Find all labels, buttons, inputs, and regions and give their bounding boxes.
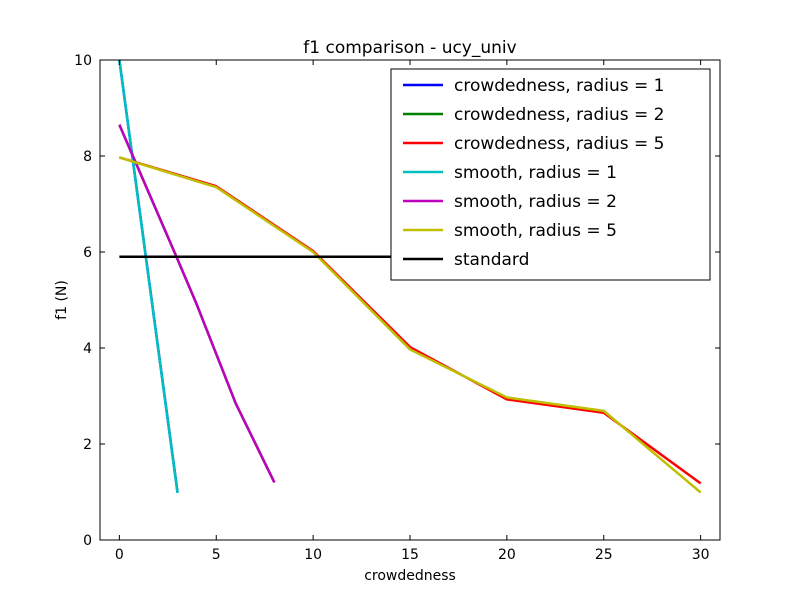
legend-label-3: crowdedness, radius = 5 bbox=[454, 134, 664, 154]
ticks-layer: 0 5 10 15 20 25 30 0 2 4 6 8 10 bbox=[74, 53, 720, 563]
legend-box bbox=[390, 68, 711, 281]
chart-title: f1 comparison - ucy_univ bbox=[303, 38, 516, 58]
x-tick-label: 15 bbox=[401, 547, 419, 563]
legend-label-4: smooth, radius = 1 bbox=[454, 163, 617, 183]
series-line-6 bbox=[119, 156, 702, 494]
legend: crowdedness, radius = 1 crowdedness, radi… bbox=[390, 68, 711, 281]
x-tick-label: 30 bbox=[692, 547, 710, 563]
y-tick-label: 6 bbox=[83, 245, 92, 261]
y-tick-label: 0 bbox=[83, 533, 92, 549]
x-axis-label: crowdedness bbox=[364, 568, 456, 584]
series-line-5 bbox=[118, 124, 276, 483]
legend-label-2: crowdedness, radius = 2 bbox=[454, 105, 664, 125]
y-tick-label: 2 bbox=[83, 437, 92, 453]
x-tick-label: 5 bbox=[212, 547, 221, 563]
legend-label-1: crowdedness, radius = 1 bbox=[454, 76, 664, 96]
y-tick-label: 10 bbox=[74, 53, 92, 69]
x-tick-label: 20 bbox=[498, 547, 516, 563]
y-axis-label: f1 (N) bbox=[54, 280, 70, 320]
legend-label-5: smooth, radius = 2 bbox=[454, 192, 617, 212]
x-tick-label: 10 bbox=[304, 547, 322, 563]
y-tick-label: 8 bbox=[83, 149, 92, 165]
x-tick-label: 25 bbox=[595, 547, 613, 563]
x-tick-label: 0 bbox=[115, 547, 124, 563]
legend-label-6: smooth, radius = 5 bbox=[454, 221, 617, 241]
legend-label-7: standard bbox=[454, 250, 529, 270]
y-tick-label: 4 bbox=[83, 341, 92, 357]
series-line-4 bbox=[118, 60, 179, 494]
